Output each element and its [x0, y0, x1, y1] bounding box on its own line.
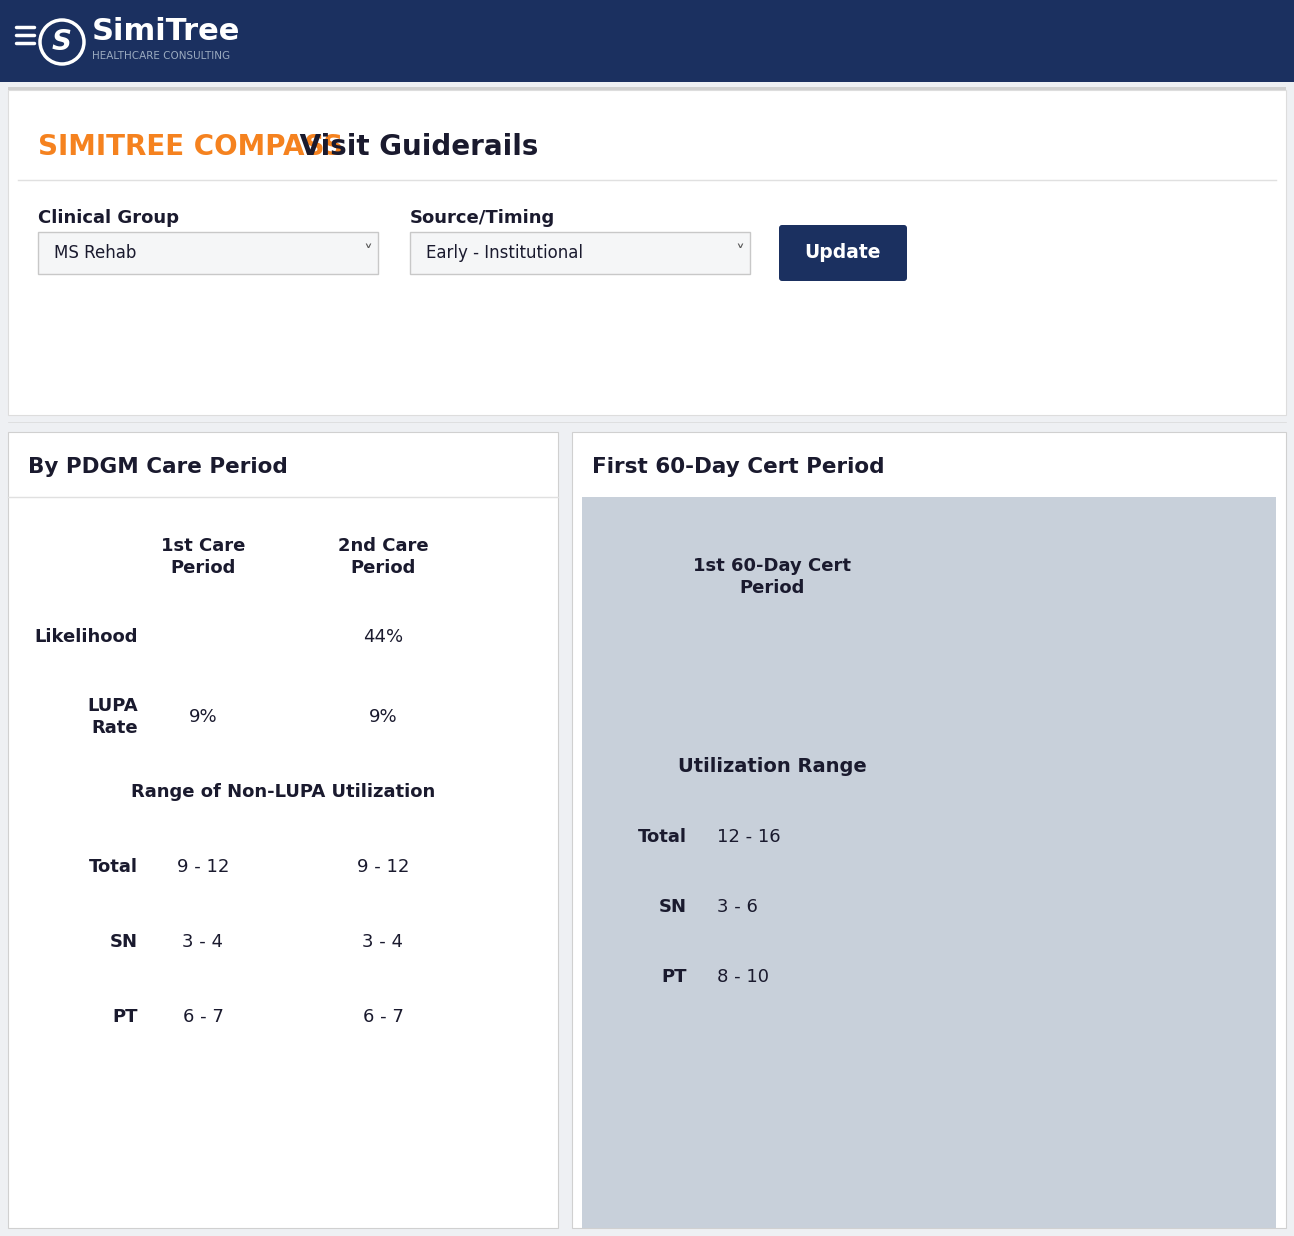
Text: 6 - 7: 6 - 7 [182, 1009, 224, 1026]
Text: 9%: 9% [189, 708, 217, 726]
Text: MS Rehab: MS Rehab [54, 243, 136, 262]
Text: SIMITREE COMPASS: SIMITREE COMPASS [38, 133, 343, 161]
Text: 3 - 4: 3 - 4 [182, 933, 224, 950]
Text: 9 - 12: 9 - 12 [357, 858, 409, 876]
Text: SimiTree: SimiTree [92, 17, 241, 47]
Text: By PDGM Care Period: By PDGM Care Period [28, 457, 287, 477]
Bar [8, 90, 1286, 415]
Text: 3 - 6: 3 - 6 [717, 899, 758, 916]
Bar [582, 497, 1276, 1229]
Bar [8, 433, 558, 1229]
Bar [38, 232, 378, 274]
Text: 12 - 16: 12 - 16 [717, 828, 780, 845]
Text: Clinical Group: Clinical Group [38, 209, 179, 227]
Bar [410, 232, 751, 274]
Text: LUPA
Rate: LUPA Rate [88, 697, 138, 737]
Text: 8 - 10: 8 - 10 [717, 968, 769, 986]
Bar [572, 433, 1286, 1229]
Text: S: S [52, 28, 72, 56]
Text: 1st Care
Period: 1st Care Period [160, 536, 245, 577]
Text: 2nd Care
Period: 2nd Care Period [338, 536, 428, 577]
Text: ˅: ˅ [735, 243, 744, 262]
Text: 44%: 44% [362, 628, 402, 646]
Text: Visit Guiderails: Visit Guiderails [290, 133, 538, 161]
Text: PT: PT [661, 968, 687, 986]
Bar [0, 0, 1294, 82]
Text: ˅: ˅ [364, 243, 373, 262]
Text: First 60-Day Cert Period: First 60-Day Cert Period [591, 457, 885, 477]
FancyBboxPatch shape [779, 225, 907, 281]
Text: Early - Institutional: Early - Institutional [426, 243, 584, 262]
Text: HEALTHCARE CONSULTING: HEALTHCARE CONSULTING [92, 51, 230, 61]
Text: Update: Update [805, 243, 881, 262]
Text: SN: SN [659, 899, 687, 916]
Text: Range of Non-LUPA Utilization: Range of Non-LUPA Utilization [131, 782, 435, 801]
Text: Likelihood: Likelihood [35, 628, 138, 646]
Text: Total: Total [638, 828, 687, 845]
Text: PT: PT [113, 1009, 138, 1026]
Text: Utilization Range: Utilization Range [678, 758, 867, 776]
Bar [8, 87, 1286, 90]
Text: SN: SN [110, 933, 138, 950]
Text: Total: Total [89, 858, 138, 876]
Text: 1st 60-Day Cert
Period: 1st 60-Day Cert Period [694, 557, 851, 597]
Text: 6 - 7: 6 - 7 [362, 1009, 404, 1026]
Text: Source/Timing: Source/Timing [410, 209, 555, 227]
Text: 9%: 9% [369, 708, 397, 726]
Text: 9 - 12: 9 - 12 [177, 858, 229, 876]
Text: 3 - 4: 3 - 4 [362, 933, 404, 950]
